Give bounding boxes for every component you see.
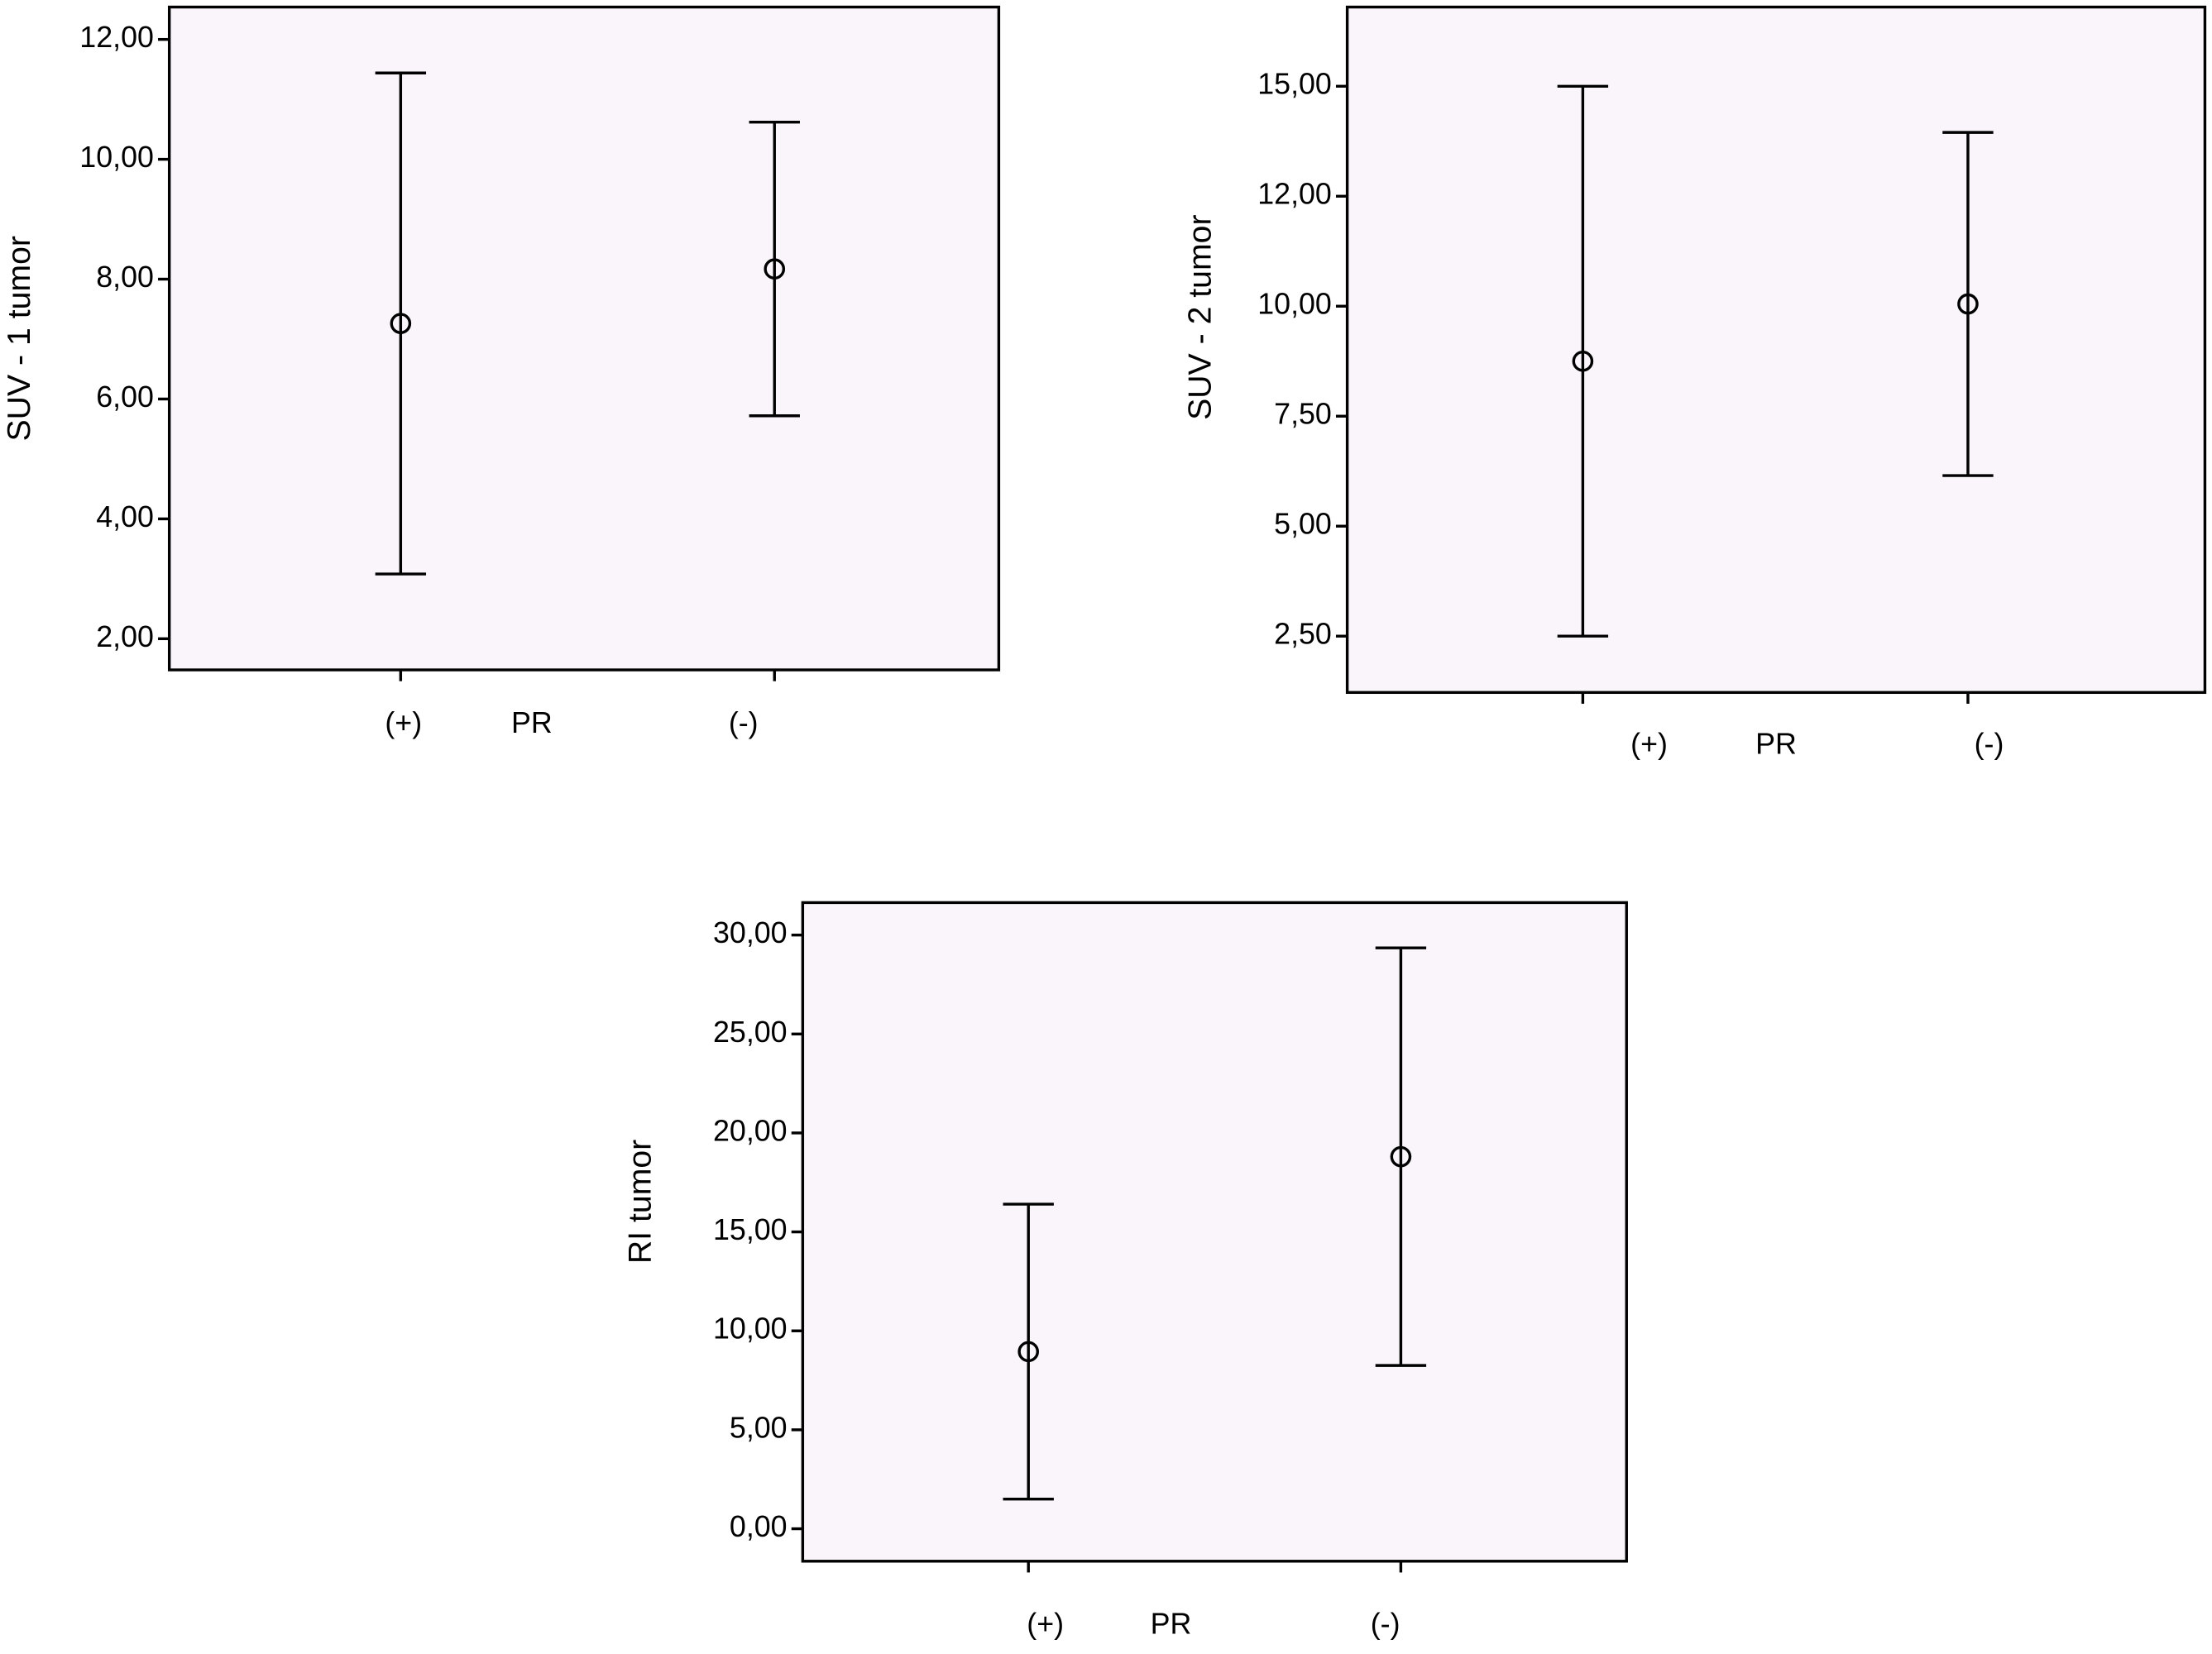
x-axis-label: PR — [1151, 1608, 1192, 1641]
plot-area — [1345, 5, 2207, 695]
y-tick-label: 2,00 — [96, 620, 154, 653]
y-tick-label: 20,00 — [713, 1114, 788, 1147]
y-tick-label: 15,00 — [713, 1213, 788, 1246]
mean-marker — [1017, 1341, 1039, 1363]
y-tick-label: 10,00 — [79, 141, 154, 174]
y-tick-label: 12,00 — [1257, 178, 1332, 211]
mean-marker — [1390, 1145, 1412, 1168]
y-tick-label: 12,00 — [79, 21, 154, 54]
y-axis-label: SUV - 1 tumor — [1, 236, 37, 441]
y-tick-label: 5,00 — [1274, 508, 1332, 541]
plot-area — [801, 901, 1628, 1563]
y-tick-label: 15,00 — [1257, 68, 1332, 101]
y-tick-label: 30,00 — [713, 916, 788, 949]
plot-area — [167, 5, 1001, 672]
x-tick-label: (+) — [385, 706, 422, 739]
mean-marker — [1572, 350, 1594, 372]
mean-marker — [1957, 293, 1979, 315]
mean-marker — [390, 313, 412, 334]
x-axis-label: PR — [511, 706, 553, 739]
x-axis-label: PR — [1755, 728, 1797, 761]
y-axis-label: SUV - 2 tumor — [1181, 214, 1218, 419]
y-tick-label: 25,00 — [713, 1016, 788, 1049]
x-tick-label: (-) — [1371, 1608, 1400, 1641]
x-tick-label: (+) — [1027, 1608, 1064, 1641]
y-axis-label: RI tumor — [621, 1140, 658, 1264]
chart: 2,00 4,00 6,00 8,00 10,00 12,00 (+) (-) PR SUV - … — [1, 5, 1001, 739]
x-tick-label: (-) — [729, 706, 759, 739]
x-tick-label: (+) — [1630, 728, 1668, 761]
mean-marker — [764, 258, 786, 280]
y-tick-label: 8,00 — [96, 261, 154, 294]
chart: 0,00 5,00 10,00 15,00 20,00 25,00 30,00 (+) (-) P… — [621, 901, 1628, 1641]
x-tick-label: (-) — [1975, 728, 2004, 761]
chart: 2,50 5,00 7,50 10,00 12,00 15,00 (+) (-) PR SUV -… — [1181, 5, 2207, 761]
y-tick-label: 0,00 — [730, 1510, 788, 1543]
y-tick-label: 2,50 — [1274, 618, 1332, 651]
y-tick-label: 10,00 — [1257, 288, 1332, 321]
y-tick-label: 6,00 — [96, 380, 154, 414]
y-tick-label: 4,00 — [96, 500, 154, 533]
y-tick-label: 10,00 — [713, 1312, 788, 1346]
y-tick-label: 7,50 — [1274, 398, 1332, 431]
y-tick-label: 5,00 — [730, 1411, 788, 1444]
